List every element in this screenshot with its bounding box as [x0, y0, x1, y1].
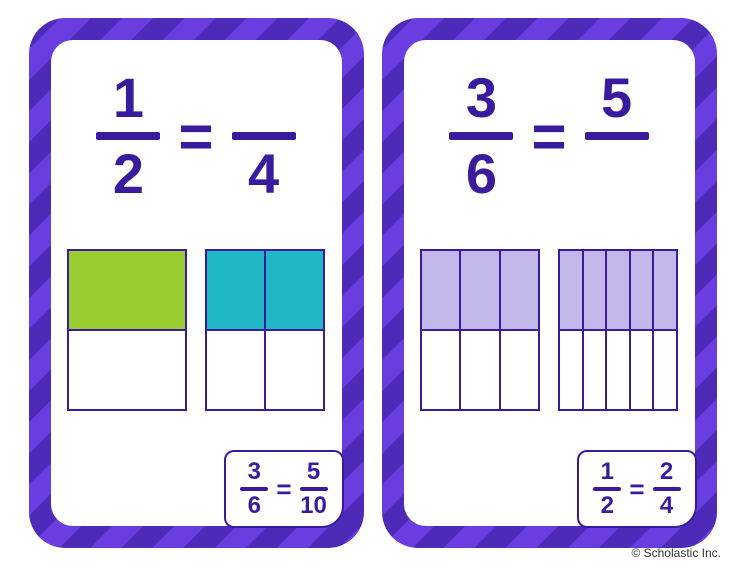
- model-row: [206, 330, 324, 410]
- model-cell: [558, 329, 584, 411]
- answer-equals-sign: =: [276, 474, 291, 505]
- fraction-right-numerator: [240, 70, 288, 126]
- equation: 36=5: [449, 70, 648, 202]
- answer-fraction-left: 12: [593, 460, 621, 518]
- model-cell: [459, 249, 500, 331]
- area-model: [559, 250, 677, 410]
- copyright-text: © Scholastic Inc.: [631, 546, 721, 560]
- fraction-left: 36: [449, 70, 513, 202]
- fraction-left-denominator: 6: [457, 146, 505, 202]
- card-inner: 36=512=24: [404, 40, 695, 526]
- cards-row: 12=436=51036=512=24: [0, 0, 745, 566]
- answer-fraction-left-bar: [593, 487, 621, 491]
- model-cell: [67, 329, 187, 411]
- flash-card: 12=436=510: [29, 18, 364, 548]
- equals-sign: =: [178, 102, 213, 171]
- fraction-right: 4: [232, 70, 296, 202]
- answer-fraction-left-numerator: 3: [244, 460, 264, 484]
- answer-fraction-right-numerator: 5: [304, 460, 324, 484]
- fraction-right: 5: [585, 70, 649, 202]
- flash-card: 36=512=24: [382, 18, 717, 548]
- answer-fraction-right: 510: [300, 460, 328, 518]
- answer-fraction-left-numerator: 1: [597, 460, 617, 484]
- area-model: [206, 250, 324, 410]
- answer-equals-sign: =: [629, 474, 644, 505]
- model-cell: [67, 249, 187, 331]
- fraction-left: 12: [96, 70, 160, 202]
- model-row: [421, 250, 539, 330]
- model-cell: [205, 329, 266, 411]
- answer-fraction-left-denominator: 2: [597, 494, 617, 518]
- fraction-right-numerator: 5: [593, 70, 641, 126]
- model-cell: [652, 249, 678, 331]
- area-models: [68, 250, 324, 410]
- model-row: [421, 330, 539, 410]
- area-models: [421, 250, 677, 410]
- answer-fraction-left-bar: [240, 487, 268, 491]
- model-cell: [629, 329, 655, 411]
- answer-fraction-right-numerator: 2: [657, 460, 677, 484]
- fraction-left-bar: [96, 132, 160, 140]
- model-cell: [558, 249, 584, 331]
- answer-tab: 12=24: [577, 450, 696, 528]
- model-cell: [582, 249, 608, 331]
- equals-sign: =: [531, 102, 566, 171]
- model-cell: [264, 249, 325, 331]
- model-cell: [205, 249, 266, 331]
- model-cell: [605, 329, 631, 411]
- model-row: [559, 250, 677, 330]
- fraction-left-numerator: 1: [104, 70, 152, 126]
- fraction-right-bar: [232, 132, 296, 140]
- model-cell: [605, 249, 631, 331]
- fraction-right-bar: [585, 132, 649, 140]
- model-row: [68, 330, 186, 410]
- model-cell: [420, 249, 461, 331]
- answer-fraction-right-denominator: 4: [657, 494, 677, 518]
- answer-fraction-right: 24: [653, 460, 681, 518]
- model-cell: [652, 329, 678, 411]
- model-cell: [459, 329, 500, 411]
- area-model: [421, 250, 539, 410]
- fraction-left-denominator: 2: [104, 146, 152, 202]
- model-cell: [582, 329, 608, 411]
- answer-fraction-right-denominator: 10: [300, 494, 327, 518]
- answer-fraction-right-bar: [653, 487, 681, 491]
- fraction-left-numerator: 3: [457, 70, 505, 126]
- fraction-right-denominator: [593, 146, 641, 202]
- equation: 12=4: [96, 70, 295, 202]
- answer-fraction-right-bar: [300, 487, 328, 491]
- model-cell: [499, 249, 540, 331]
- model-row: [68, 250, 186, 330]
- model-cell: [499, 329, 540, 411]
- answer-fraction-left: 36: [240, 460, 268, 518]
- answer-fraction-left-denominator: 6: [244, 494, 264, 518]
- model-cell: [629, 249, 655, 331]
- model-row: [206, 250, 324, 330]
- model-row: [559, 330, 677, 410]
- area-model: [68, 250, 186, 410]
- card-inner: 12=436=510: [51, 40, 342, 526]
- fraction-left-bar: [449, 132, 513, 140]
- model-cell: [420, 329, 461, 411]
- fraction-right-denominator: 4: [240, 146, 288, 202]
- answer-tab: 36=510: [224, 450, 343, 528]
- model-cell: [264, 329, 325, 411]
